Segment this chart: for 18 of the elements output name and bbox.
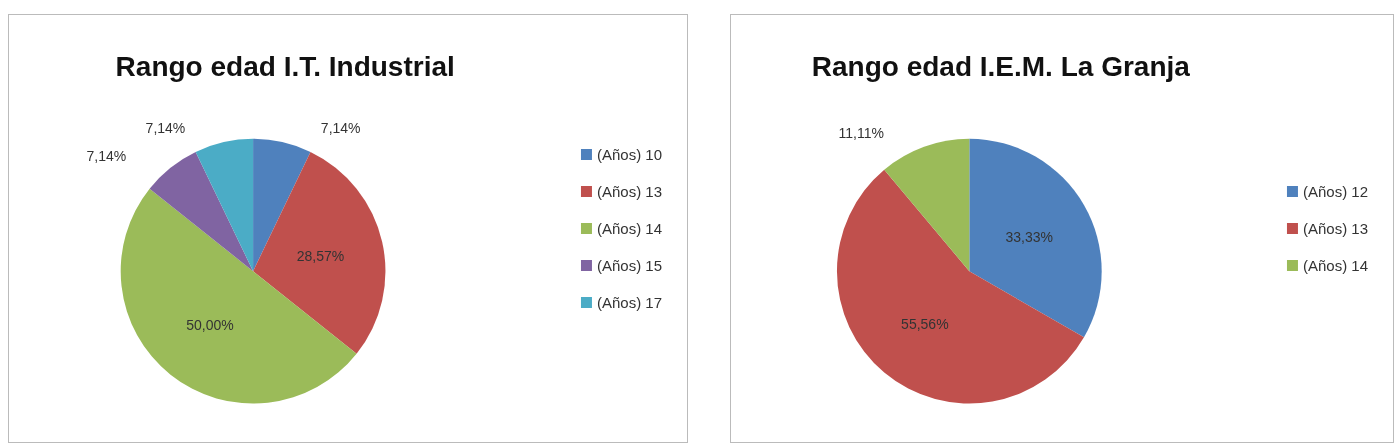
data-label: 33,33% xyxy=(1005,228,1053,245)
data-label: 7,14% xyxy=(145,119,186,136)
legend-label: (Años) 10 xyxy=(596,146,663,163)
chart-title: Rango edad I.T. Industrial xyxy=(115,50,455,82)
data-label: 11,11% xyxy=(838,124,884,141)
data-label: 7,14% xyxy=(86,147,127,164)
legend-label: (Años) 17 xyxy=(596,294,663,311)
data-label: 55,56% xyxy=(901,316,949,333)
data-label: 50,00% xyxy=(186,317,234,334)
legend-label: (Años) 15 xyxy=(596,257,663,274)
legend-label: (Años) 14 xyxy=(1302,257,1369,274)
legend-label: (Años) 13 xyxy=(596,183,663,200)
legend-label: (Años) 13 xyxy=(1302,220,1369,237)
legend-label: (Años) 12 xyxy=(1302,183,1369,200)
legend-label: (Años) 14 xyxy=(596,220,663,237)
data-label: 28,57% xyxy=(296,247,345,264)
chart-title: Rango edad I.E.M. La Granja xyxy=(811,50,1191,82)
data-label: 7,14% xyxy=(320,119,361,136)
